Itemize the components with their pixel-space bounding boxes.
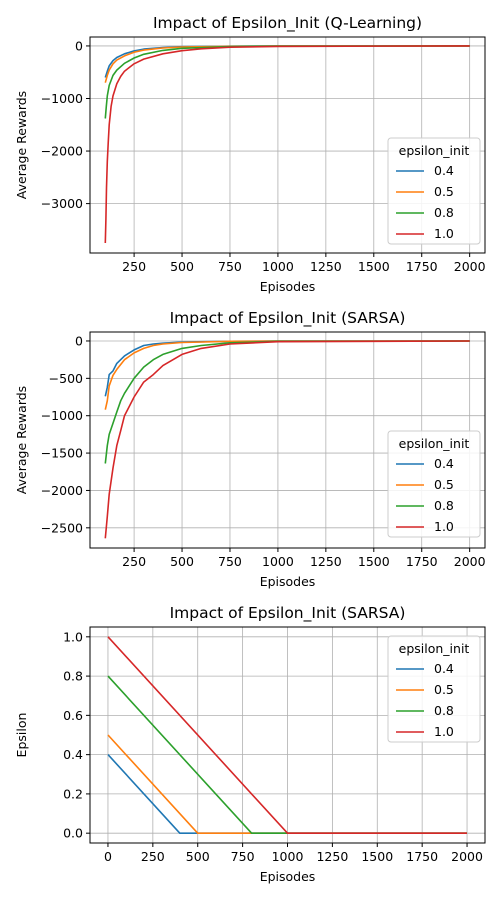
y-tick-label: 0.8 — [63, 669, 83, 684]
y-axis-label: Average Rewards — [14, 91, 29, 199]
x-tick-label: 1500 — [358, 554, 390, 569]
x-axis-label: Episodes — [260, 869, 316, 884]
x-tick-label: 1000 — [272, 849, 304, 864]
y-tick-label: 1.0 — [63, 629, 83, 644]
x-tick-label: 2000 — [451, 849, 483, 864]
x-tick-label: 1500 — [361, 849, 393, 864]
legend-entry: 1.0 — [434, 519, 454, 534]
legend-entry: 0.4 — [434, 661, 454, 676]
x-axis-label: Episodes — [260, 279, 316, 294]
x-tick-label: 750 — [218, 259, 242, 274]
y-axis-label: Average Rewards — [14, 386, 29, 494]
legend-entry: 1.0 — [434, 724, 454, 739]
x-tick-label: 500 — [170, 554, 194, 569]
y-tick-label: 0 — [75, 38, 83, 53]
legend-entry: 1.0 — [434, 226, 454, 241]
legend-title: epsilon_init — [399, 436, 470, 451]
legend-entry: 0.8 — [434, 205, 454, 220]
y-tick-label: −500 — [49, 371, 83, 386]
legend-entry: 0.5 — [434, 477, 454, 492]
x-tick-label: 1500 — [358, 259, 390, 274]
x-tick-label: 1750 — [406, 259, 438, 274]
legend: epsilon_init 0.4 0.5 0.8 1.0 — [387, 635, 481, 743]
x-tick-label: 1000 — [262, 259, 294, 274]
legend-title: epsilon_init — [399, 143, 470, 158]
legend-entry: 0.8 — [434, 703, 454, 718]
x-tick-label: 750 — [218, 554, 242, 569]
x-axis-label: Episodes — [260, 574, 316, 589]
y-tick-label: −1000 — [41, 408, 83, 423]
x-tick-label: 750 — [231, 849, 255, 864]
y-tick-label: 0.0 — [63, 826, 83, 841]
y-tick-label: 0.6 — [63, 708, 83, 723]
chart-title: Impact of Epsilon_Init (SARSA) — [170, 309, 406, 328]
legend-box — [387, 430, 481, 538]
y-tick-label: 0.4 — [63, 747, 83, 762]
legend: epsilon_init 0.4 0.5 0.8 1.0 — [387, 137, 481, 245]
x-tick-label: 0 — [104, 849, 112, 864]
legend: epsilon_init 0.4 0.5 0.8 1.0 — [387, 430, 481, 538]
y-tick-label: −2500 — [41, 520, 83, 535]
legend-entry: 0.5 — [434, 184, 454, 199]
legend-entry: 0.4 — [434, 456, 454, 471]
x-tick-label: 500 — [186, 849, 210, 864]
legend-box — [387, 137, 481, 245]
x-tick-label: 250 — [122, 259, 146, 274]
x-tick-label: 2000 — [454, 259, 486, 274]
legend-entry: 0.8 — [434, 498, 454, 513]
y-tick-label: −1500 — [41, 446, 83, 461]
chart-panel-1: 250 500 750 1000 1250 1500 1750 2000 −3000 −2000 −… — [14, 14, 486, 294]
y-tick-label: −2000 — [41, 144, 83, 159]
legend-box — [387, 635, 481, 743]
series-line-0.8 — [104, 45, 470, 119]
plot-frame — [89, 331, 486, 549]
chart-panel-3: 0 250 500 750 1000 1250 1500 1750 2000 0.0 0.2 0.4 0… — [14, 604, 486, 884]
y-tick-label: 0.2 — [63, 786, 83, 801]
x-tick-label: 1250 — [310, 554, 342, 569]
legend-entry: 0.4 — [434, 163, 454, 178]
plot-frame — [89, 36, 486, 254]
series-line-0.5 — [104, 340, 470, 410]
x-tick-label: 1750 — [406, 554, 438, 569]
x-tick-label: 1250 — [316, 849, 348, 864]
x-tick-label: 1250 — [310, 259, 342, 274]
x-tick-label: 250 — [141, 849, 165, 864]
y-tick-label: −1000 — [41, 91, 83, 106]
series-line-1.0 — [104, 340, 470, 539]
series-line-1.0 — [107, 636, 467, 835]
chart-title: Impact of Epsilon_Init (SARSA) — [170, 604, 406, 623]
x-tick-label: 500 — [170, 259, 194, 274]
x-tick-label: 250 — [122, 554, 146, 569]
x-tick-label: 1750 — [406, 849, 438, 864]
y-axis-label: Epsilon — [14, 713, 29, 758]
chart-title: Impact of Epsilon_Init (Q-Learning) — [153, 14, 422, 33]
series-line-1.0 — [104, 45, 470, 244]
x-tick-label: 1000 — [262, 554, 294, 569]
legend-entry: 0.5 — [434, 682, 454, 697]
legend-title: epsilon_init — [399, 641, 470, 656]
chart-panel-2: 250 500 750 1000 1250 1500 1750 2000 −2500 −2000 −… — [14, 309, 486, 589]
y-tick-label: −3000 — [41, 196, 83, 211]
y-tick-label: 0 — [75, 333, 83, 348]
y-tick-label: −2000 — [41, 483, 83, 498]
series-line-0.8 — [104, 340, 470, 464]
x-tick-label: 2000 — [454, 554, 486, 569]
